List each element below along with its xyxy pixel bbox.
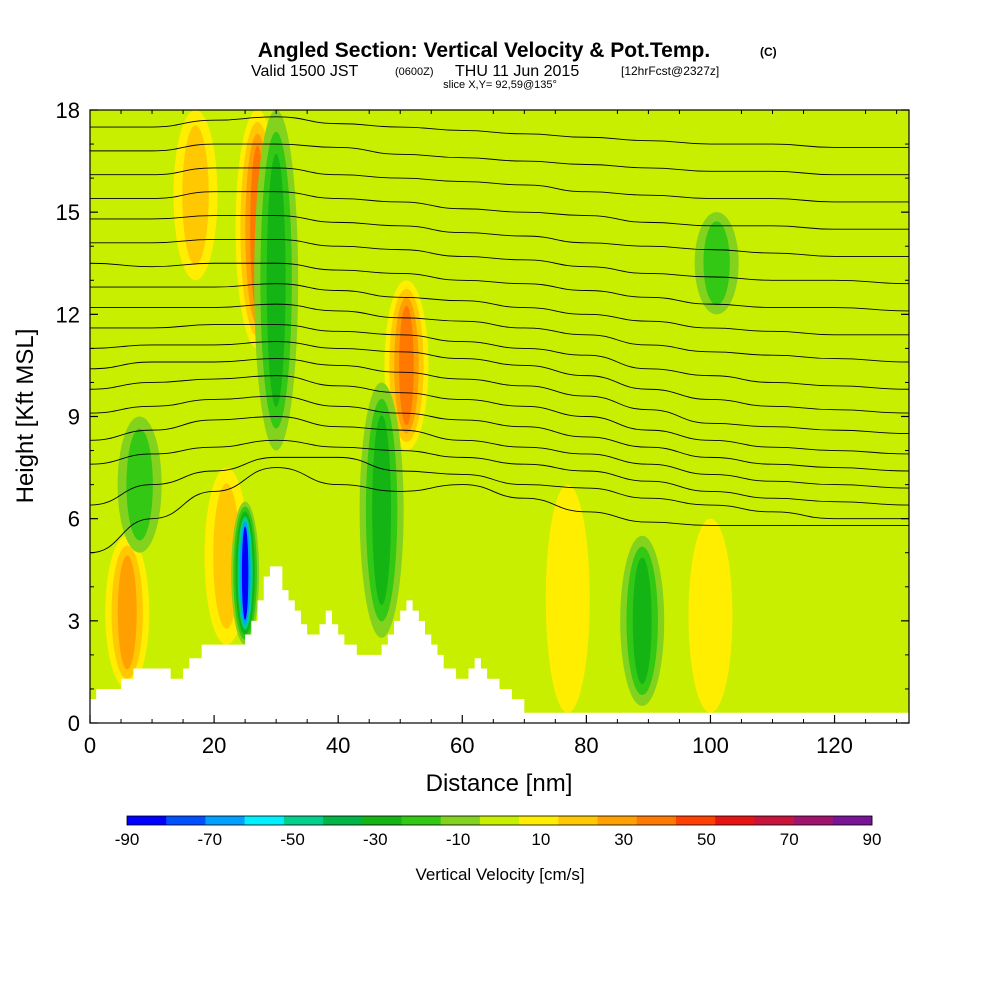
- x-axis-ticks: 0 20 40 60 80 100 120: [84, 110, 898, 758]
- colorbar-segment: [754, 816, 794, 825]
- colorbar-segment: [401, 816, 441, 825]
- subtitle-date: THU 11 Jun 2015: [455, 63, 579, 80]
- colorbar-tick-label: 10: [531, 830, 550, 849]
- velocity-field: [105, 110, 739, 713]
- plot-area: [90, 110, 909, 723]
- isentrope-6: [90, 358, 909, 434]
- colorbar-segment: [440, 816, 481, 825]
- colorbar-tick-label: -10: [446, 830, 471, 849]
- velocity-core-1: [117, 555, 137, 670]
- colorbar-tick-label: 50: [697, 830, 716, 849]
- colorbar-segment: [323, 816, 363, 825]
- colorbar-segment: [597, 816, 638, 825]
- isentrope-16: [90, 143, 909, 176]
- y-tick-label: 15: [56, 200, 80, 225]
- colorbar-segment: [715, 816, 755, 825]
- isentrope-15: [90, 167, 909, 203]
- isentrope-0: [90, 467, 909, 554]
- colorbar: -90 -70 -50 -30 -10 10 30 50 70 90: [115, 815, 882, 849]
- x-axis-label: Distance [nm]: [426, 770, 573, 797]
- velocity-core-9: [372, 415, 392, 606]
- colorbar-segment: [244, 816, 285, 825]
- isentrope-10: [90, 283, 909, 336]
- colorbar-segment: [832, 816, 873, 825]
- isentrope-13: [90, 215, 909, 257]
- velocity-core-8: [266, 153, 286, 407]
- isentrope-14: [90, 191, 909, 230]
- x-tick-label: 100: [692, 733, 729, 758]
- velocity-core-6: [688, 518, 733, 713]
- terrain-mask: [90, 566, 909, 723]
- colorbar-tick-label: -50: [280, 830, 305, 849]
- velocity-core-10: [632, 557, 652, 685]
- velocity-core-3: [399, 305, 414, 426]
- colorbar-segment: [558, 816, 598, 825]
- colorbar-segment: [675, 816, 716, 825]
- isentrope-11: [90, 262, 909, 312]
- isentrope-9: [90, 303, 909, 363]
- chart-title-unit: (C): [760, 45, 777, 59]
- colorbar-segment: [283, 816, 324, 825]
- colorbar-tick-label: 70: [780, 830, 799, 849]
- colorbar-tick-label: -90: [115, 830, 140, 849]
- x-tick-label: 0: [84, 733, 96, 758]
- velocity-core-12: [126, 428, 153, 541]
- isentrope-1: [90, 456, 909, 520]
- isentrope-contours: [90, 116, 909, 554]
- x-tick-label: 60: [450, 733, 474, 758]
- colorbar-tick-label: -30: [363, 830, 388, 849]
- y-tick-label: 6: [68, 507, 80, 532]
- isentrope-4: [90, 395, 909, 472]
- colorbar-tick-label: 30: [614, 830, 633, 849]
- isentrope-8: [90, 324, 909, 390]
- colorbar-segment: [479, 816, 520, 825]
- colorbar-segment: [793, 816, 834, 825]
- subtitle-fcst: [12hrFcst@2327z]: [621, 64, 719, 78]
- x-tick-label: 120: [816, 733, 853, 758]
- chart-title: Angled Section: Vertical Velocity & Pot.…: [258, 39, 710, 62]
- subtitle-valid: Valid 1500 JST: [251, 63, 359, 80]
- chart-subtitle: Valid 1500 JST (0600Z) THU 11 Jun 2015 […: [251, 63, 719, 80]
- isentrope-17: [90, 116, 909, 148]
- velocity-core-7: [241, 526, 249, 620]
- colorbar-tick-label: -70: [197, 830, 222, 849]
- colorbar-segment: [519, 816, 559, 825]
- isentrope-5: [90, 375, 909, 455]
- colorbar-segment: [362, 816, 402, 825]
- y-tick-label: 18: [56, 98, 80, 123]
- y-axis-ticks: 0 3 6 9 12 15 18: [56, 98, 909, 736]
- y-tick-label: 0: [68, 711, 80, 736]
- colorbar-segment: [127, 816, 167, 825]
- y-tick-label: 9: [68, 405, 80, 430]
- x-tick-label: 40: [326, 733, 350, 758]
- colorbar-tick-label: 90: [863, 830, 882, 849]
- y-tick-label: 12: [56, 302, 80, 327]
- subtitle-utc: (0600Z): [395, 66, 434, 78]
- x-tick-label: 80: [574, 733, 598, 758]
- isentrope-2: [90, 439, 909, 506]
- velocity-core-5: [545, 484, 590, 713]
- colorbar-segment: [636, 816, 677, 825]
- velocity-core-11: [703, 221, 730, 306]
- velocity-core-4: [182, 125, 209, 265]
- x-tick-label: 20: [202, 733, 226, 758]
- colorbar-segment: [205, 816, 245, 825]
- isentrope-3: [90, 416, 909, 489]
- isentrope-7: [90, 341, 909, 414]
- y-axis-label: Height [Kft MSL]: [12, 329, 39, 504]
- colorbar-label: Vertical Velocity [cm/s]: [415, 865, 584, 884]
- colorbar-frame: [126, 815, 873, 826]
- y-tick-label: 3: [68, 609, 80, 634]
- colorbar-segment: [166, 816, 206, 825]
- slice-label: slice X,Y= 92,59@135°: [443, 79, 557, 91]
- isentrope-12: [90, 238, 909, 285]
